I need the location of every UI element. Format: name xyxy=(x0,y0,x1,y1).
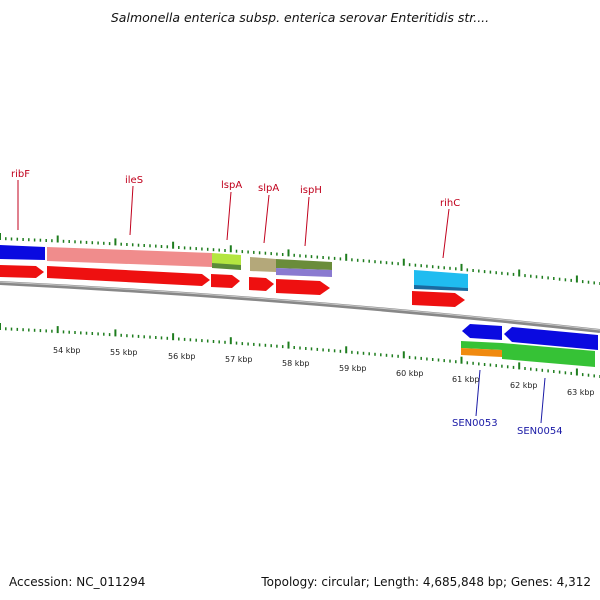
leader-isph xyxy=(304,196,310,247)
top-gene-labels: ribF ileS lspA slpA ispH rihC xyxy=(11,169,460,209)
feature-isph-cds[interactable] xyxy=(276,268,332,277)
scale-label: 62 kbp xyxy=(510,381,538,390)
gene-label-rihc[interactable]: rihC xyxy=(440,198,460,209)
feature-sen0053-gene[interactable] xyxy=(461,341,502,350)
scale-labels: 54 kbp 55 kbp 56 kbp 57 kbp 58 kbp 59 kb… xyxy=(53,346,595,397)
gene-label-isph[interactable]: ispH xyxy=(300,185,322,196)
scale-label: 55 kbp xyxy=(110,348,138,357)
feature-lspa-cds[interactable] xyxy=(212,263,241,270)
arrow-ribf[interactable] xyxy=(0,265,44,278)
leader-slpa xyxy=(263,194,270,244)
cds-arrow-track xyxy=(0,265,465,307)
lower-tick-track xyxy=(0,323,600,378)
scale-label: 63 kbp xyxy=(567,388,595,397)
scale-label: 57 kbp xyxy=(225,355,253,364)
leader-sen0053 xyxy=(475,369,481,417)
gene-label-sen0053[interactable]: SEN0053 xyxy=(452,418,498,429)
feature-iles-gene[interactable] xyxy=(47,247,212,267)
upper-tick-track xyxy=(0,233,600,285)
feature-sen0054-gene[interactable] xyxy=(502,343,595,367)
feature-ribf-gene[interactable] xyxy=(0,245,45,260)
arrow-iles[interactable] xyxy=(47,266,210,286)
gene-label-ribf[interactable]: ribF xyxy=(11,169,30,180)
accession-label: Accession: NC_011294 xyxy=(9,575,146,589)
genome-title: Salmonella enterica subsp. enterica sero… xyxy=(110,10,490,25)
genome-backbone-highlight xyxy=(0,281,600,331)
feature-rihc-gene[interactable] xyxy=(414,270,468,288)
arrow-lspa[interactable] xyxy=(211,274,240,288)
scale-label: 61 kbp xyxy=(452,375,480,384)
leader-iles xyxy=(129,185,134,236)
leader-rihc xyxy=(442,208,450,259)
genome-summary: Topology: circular; Length: 4,685,848 bp… xyxy=(261,575,591,589)
scale-label: 54 kbp xyxy=(53,346,81,355)
gene-label-lspa[interactable]: lspA xyxy=(221,180,242,191)
arrow-isph[interactable] xyxy=(276,279,330,295)
gene-leader-lines xyxy=(17,180,450,259)
feature-isph-gene[interactable] xyxy=(276,259,332,270)
gene-label-slpa[interactable]: slpA xyxy=(258,183,279,194)
upper-feature-track xyxy=(0,245,468,291)
gene-label-iles[interactable]: ileS xyxy=(125,175,143,186)
arrow-sen0054-reverse[interactable] xyxy=(504,327,598,350)
scale-label: 60 kbp xyxy=(396,369,424,378)
bottom-gene-labels: SEN0053 SEN0054 xyxy=(452,418,563,437)
feature-sen0053-cds[interactable] xyxy=(461,348,502,357)
leader-lspa xyxy=(226,191,232,241)
lower-feature-track xyxy=(461,324,598,367)
feature-rihc-cds[interactable] xyxy=(414,285,468,291)
gene-leader-lines-lower xyxy=(475,369,546,424)
arrow-sen0053-reverse[interactable] xyxy=(462,324,502,340)
scale-label: 58 kbp xyxy=(282,359,310,368)
scale-label: 56 kbp xyxy=(168,352,196,361)
genome-backbone xyxy=(0,281,600,333)
arrow-rihc[interactable] xyxy=(412,291,465,307)
scale-label: 59 kbp xyxy=(339,364,367,373)
leader-sen0054 xyxy=(540,377,546,424)
feature-slpa-gene[interactable] xyxy=(250,257,276,272)
gene-label-sen0054[interactable]: SEN0054 xyxy=(517,426,563,437)
arrow-slpa[interactable] xyxy=(249,277,274,291)
